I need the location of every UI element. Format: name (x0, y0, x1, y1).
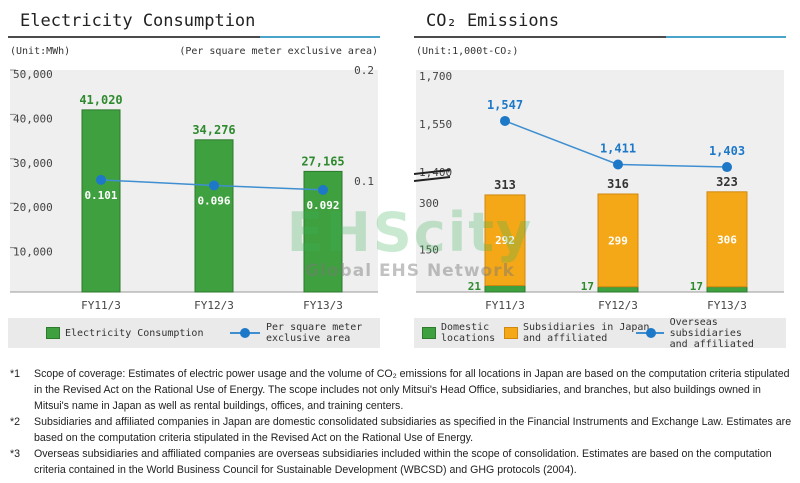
bar-domestic (484, 284, 526, 293)
bar-segment-label: 17 (690, 280, 703, 293)
x-tick-label: FY12/3 (194, 299, 234, 312)
bar-segment-label: 299 (608, 234, 628, 247)
legend-electricity-line-1: Per square meter (266, 322, 363, 333)
footnote: *2 Subsidiaries and affiliated companies… (10, 414, 792, 446)
y-tick-label: 30,000 (13, 157, 53, 170)
x-tick-label: FY11/3 (81, 299, 121, 312)
bar-segment-label: 306 (717, 233, 737, 246)
y-tick-label: 1,550 (419, 118, 452, 131)
y-tick-label: 300 (419, 197, 439, 210)
electricity-panel: Electricity Consumption (Unit:MWh) (Per … (8, 0, 380, 350)
line-point (500, 115, 510, 126)
x-tick-label: FY13/3 (707, 299, 747, 312)
co2-panel: CO₂ Emissions (Unit:1,000t-CO₂) 1,700 1,5… (414, 0, 786, 350)
footnote: *3 Overseas subsidiaries and affiliated … (10, 446, 792, 478)
bar-segment-label: 21 (468, 280, 482, 293)
footnote-mark: *1 (10, 368, 21, 380)
legend-overseas-2: and affiliated (669, 338, 754, 350)
bar-total-label: 323 (716, 175, 738, 189)
bar-subsidiaries (597, 193, 639, 288)
bar-total-label: 316 (607, 177, 629, 191)
line-point (209, 180, 219, 191)
legend-domestic-text: Domestic locations (441, 322, 495, 344)
bar (81, 109, 121, 293)
legend-subsidiaries-2: and affiliated (523, 333, 608, 344)
co2-unit-left: (Unit:1,000t-CO₂) (416, 46, 519, 57)
bar-value-label: 34,276 (192, 123, 235, 137)
line-value-label: 1,547 (487, 98, 523, 112)
line-point (613, 159, 623, 170)
axis-break-mark (414, 176, 451, 182)
green-swatch-icon (46, 327, 60, 339)
legend-overseas: Overseas subsidiaries and affiliated (636, 317, 786, 350)
electricity-legend: Electricity Consumption Per square meter… (8, 318, 380, 348)
footnote-mark: *3 (10, 448, 21, 460)
line-marker-icon (230, 327, 260, 339)
legend-domestic-1: Domestic (441, 322, 490, 333)
electricity-unit-left: (Unit:MWh) (10, 46, 71, 57)
y2-tick-label: 0.2 (354, 64, 374, 77)
y-tick-label: 20,000 (13, 201, 53, 214)
legend-domestic: Domestic locations (422, 318, 495, 348)
footnotes: *1 Scope of coverage: Estimates of elect… (10, 366, 792, 478)
x-tick-label: FY11/3 (485, 299, 525, 312)
co2-legend: Domestic locations Subsidiaries in Japan… (414, 317, 786, 350)
co2-chart: 1,7001,5501,4003001503132922131629917323… (414, 70, 784, 312)
footnote-text: Overseas subsidiaries and affiliated com… (34, 448, 772, 476)
bar (194, 139, 234, 293)
line-value-label: 0.096 (197, 194, 230, 207)
bar-domestic (597, 286, 639, 293)
bar-subsidiaries (484, 194, 526, 286)
legend-domestic-2: locations (441, 333, 496, 344)
footnote-text: Subsidiaries and affiliated companies in… (34, 416, 792, 444)
green-swatch-icon (422, 327, 436, 339)
bar-domestic (706, 286, 748, 293)
bar-subsidiaries (706, 191, 748, 288)
bar-segment-label: 17 (581, 280, 594, 293)
co2-title: CO₂ Emissions (414, 4, 786, 38)
y-tick-label: 40,000 (13, 112, 53, 125)
line-value-label: 1,411 (600, 141, 636, 155)
legend-electricity-line-2: exclusive area (266, 333, 351, 344)
y-tick-label: 1,700 (419, 70, 452, 83)
x-tick-label: FY13/3 (303, 299, 343, 312)
x-tick-label: FY12/3 (598, 299, 638, 312)
line-point (96, 174, 106, 185)
legend-subsidiaries-1: Subsidiaries in Japan (523, 322, 650, 333)
legend-overseas-1: Overseas subsidiaries (669, 316, 742, 339)
footnote-mark: *2 (10, 416, 21, 428)
legend-subsidiaries-text: Subsidiaries in Japan and affiliated (523, 322, 649, 344)
line-point (722, 162, 732, 173)
y2-tick-label: 0.1 (354, 175, 374, 188)
line-value-label: 0.101 (84, 189, 117, 202)
line-value-label: 1,403 (709, 144, 745, 158)
bar-value-label: 41,020 (79, 93, 122, 107)
legend-electricity-line: Per square meter exclusive area (230, 318, 362, 348)
electricity-chart: 50,000 40,000 30,000 20,000 10,000 0.2 0.1 41,0… (10, 64, 378, 312)
footnote-text: Scope of coverage: Estimates of electric… (34, 368, 790, 412)
line-point (318, 184, 328, 195)
electricity-unit-right: (Per square meter exclusive area) (179, 46, 378, 57)
legend-subsidiaries: Subsidiaries in Japan and affiliated (504, 318, 649, 348)
electricity-title: Electricity Consumption (8, 4, 380, 38)
y-tick-label: 50,000 (13, 68, 53, 81)
line-marker-icon (636, 327, 664, 339)
axis-break-mark (414, 169, 451, 175)
bar-total-label: 313 (494, 178, 516, 192)
legend-overseas-text: Overseas subsidiaries and affiliated (670, 317, 786, 350)
y-tick-label: 150 (419, 243, 439, 256)
bar-segment-label: 292 (495, 234, 515, 247)
bar-value-label: 27,165 (301, 154, 344, 168)
legend-electricity-bar-label: Electricity Consumption (65, 327, 204, 339)
footnote: *1 Scope of coverage: Estimates of elect… (10, 366, 792, 414)
legend-electricity-line-text: Per square meter exclusive area (266, 322, 362, 344)
line-value-label: 0.092 (306, 199, 339, 212)
orange-swatch-icon (504, 327, 518, 339)
legend-electricity-bar: Electricity Consumption (46, 318, 203, 348)
y-tick-label: 10,000 (13, 246, 53, 259)
